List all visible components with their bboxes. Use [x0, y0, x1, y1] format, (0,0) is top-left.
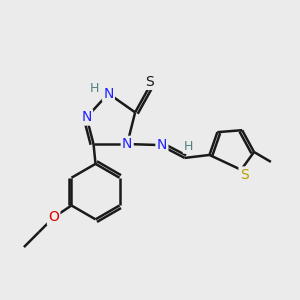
Text: N: N — [122, 137, 132, 151]
Text: N: N — [103, 86, 114, 100]
Text: H: H — [184, 140, 193, 152]
Text: N: N — [157, 138, 167, 152]
Text: O: O — [48, 210, 59, 224]
Text: N: N — [81, 110, 92, 124]
Text: S: S — [240, 168, 248, 182]
Text: H: H — [90, 82, 99, 95]
Text: S: S — [146, 75, 154, 88]
